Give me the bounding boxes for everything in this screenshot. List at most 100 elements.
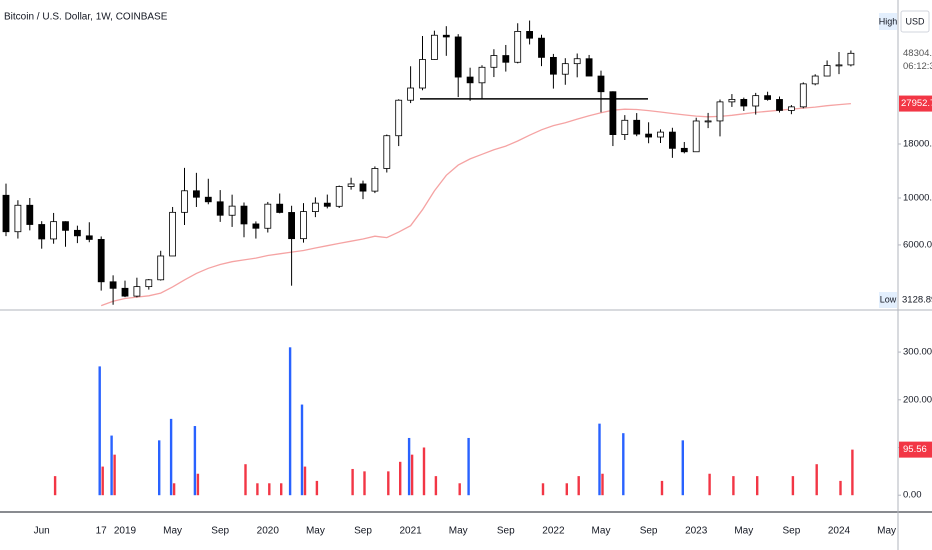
y-tick-label: 6000.00 [903,239,932,250]
candle-body [38,224,46,240]
candle-body [181,190,188,213]
candle-body [347,183,355,187]
currency-box[interactable] [900,10,930,33]
candle-body [97,239,105,283]
candle-body [585,58,593,77]
histogram-bar [732,476,735,496]
candle-body [228,205,236,216]
price-scale: 0.00100.00200.00300.0095.566000.0010000.… [898,0,932,550]
histogram-bar [622,433,625,496]
histogram-bar [791,476,795,496]
candle-body [204,196,212,203]
candle-body [2,194,10,233]
y-tick-label: 0.00 [903,490,922,501]
x-tick-label: Sep [640,526,658,537]
candle-body [740,98,748,107]
countdown: 06:12:36 [903,61,932,72]
candle-body [395,99,403,137]
histogram-bar [410,454,414,496]
candle-body [371,168,379,192]
histogram-bar [169,418,173,496]
histogram-bar [422,447,426,496]
indicator-pane [53,347,854,496]
histogram-bar [660,480,664,496]
histogram-bar [303,466,307,496]
x-tick-label: May [163,526,182,537]
candle-body [502,55,510,63]
histogram-bar [467,437,470,496]
candle-body [252,223,260,229]
x-tick-label: Sep [497,526,515,537]
x-tick-label: 2023 [685,526,708,537]
candle-body [764,95,771,100]
candle-body [847,52,855,66]
candle-body [645,133,652,138]
candle-body [109,281,117,289]
histogram-bar [407,437,411,496]
candle-body [74,229,81,237]
candle-body [216,201,224,216]
histogram-bar [113,454,116,496]
candle-body [609,91,617,135]
candle-body [526,31,533,39]
x-tick-label: May [449,526,468,537]
price-pane [2,20,855,307]
candle-body [680,147,688,153]
candle-body [704,120,712,123]
candle-body [478,66,486,84]
x-tick-label: May [592,526,611,537]
candle-body [442,34,450,38]
candle-body [359,183,367,192]
y-tick-label: 18000.00 [903,139,932,150]
moving-average-line [100,102,851,307]
histogram-bar [387,471,390,496]
candle-body [145,279,153,288]
candle-body [157,255,165,281]
histogram-bar [708,473,711,496]
histogram-bar [601,473,604,496]
candle-body [692,120,700,153]
histogram-bar [756,476,759,496]
x-tick-label: 2022 [542,526,565,537]
histogram-bar [280,483,283,496]
candle-body [550,56,557,75]
candle-body [288,212,296,240]
candle-body [633,119,641,135]
candle-body [323,202,331,207]
candle-body [383,135,391,169]
y-tick-label: 200.00 [903,394,932,405]
histogram-bar [158,440,161,496]
histogram-bar [351,468,354,496]
candle-body [669,131,676,149]
histogram-bar [193,426,197,496]
x-tick-label: May [877,526,896,537]
scale-background [898,0,932,550]
candle-body [490,55,498,68]
candle-body [597,75,605,93]
candle-body [811,75,819,85]
x-tick-label: May [734,526,753,537]
histogram-bar [815,464,818,496]
candle-body [264,203,272,229]
histogram-bar [196,473,200,496]
histogram-bar [458,483,461,496]
candle-body [240,205,248,225]
candle-body [85,235,93,240]
last-value-tag [899,441,932,458]
histogram-bar [53,476,57,496]
candle-body [407,87,415,101]
histogram-bar [110,435,113,496]
y-tick-label: 300.00 [903,347,932,358]
high-tag-box [879,13,897,30]
x-tick-label: 2024 [828,526,851,537]
histogram-bar [681,440,684,496]
candle-body [657,131,664,138]
currency[interactable]: USD [905,16,925,26]
candle-body [419,59,426,89]
histogram-bar [434,476,438,496]
x-tick-label: Jun [34,526,50,537]
chart-title: Bitcoin / U.S. Dollar, 1W, COINBASE [4,12,168,23]
candle-body [335,186,343,207]
